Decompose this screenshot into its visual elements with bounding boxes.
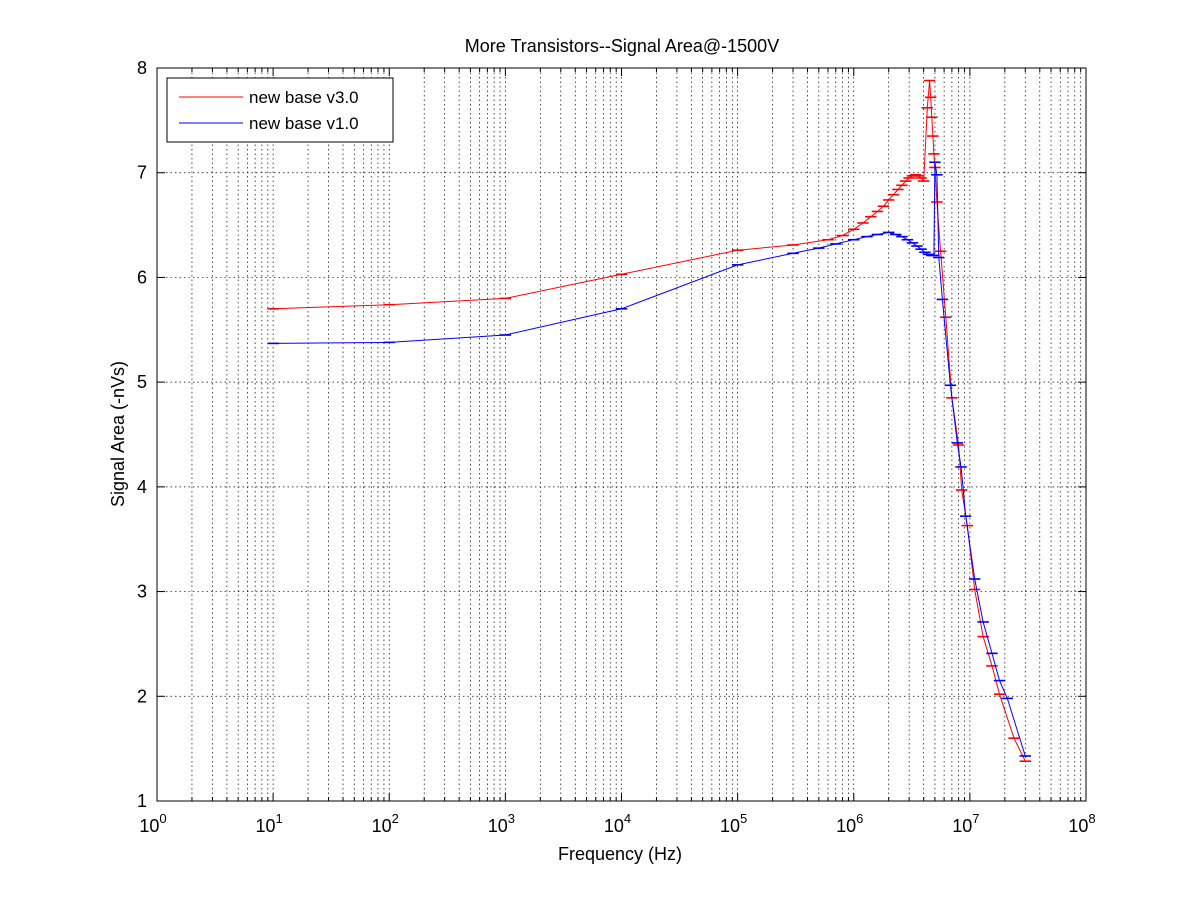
series-layer — [267, 79, 1031, 763]
series-2 — [267, 161, 1031, 757]
y-tick-label: 4 — [137, 477, 147, 497]
legend: new base v3.0 new base v1.0 — [166, 77, 394, 143]
series-1 — [267, 79, 1031, 763]
y-tick-label: 6 — [137, 267, 147, 287]
grid — [157, 68, 1086, 801]
x-tick-label: 101 — [255, 811, 282, 836]
y-tick-labels: 1 2 3 4 5 6 7 8 — [137, 58, 147, 811]
y-tick-label: 1 — [137, 791, 147, 811]
x-tick-label: 103 — [488, 811, 515, 836]
y-tick-label: 3 — [137, 582, 147, 602]
x-tick-labels: 100 101 102 103 104 105 106 107 108 — [139, 811, 1095, 836]
x-tick-label: 107 — [952, 811, 979, 836]
plot-area — [157, 68, 1086, 801]
x-tick-label: 102 — [372, 811, 399, 836]
legend-label: new base v3.0 — [249, 88, 359, 107]
y-axis-label: Signal Area (-nVs) — [108, 361, 128, 507]
series-line — [273, 162, 1026, 757]
y-tick-label: 5 — [137, 372, 147, 392]
x-tick-label: 105 — [720, 811, 747, 836]
series-line — [273, 80, 1026, 762]
x-tick-label: 100 — [139, 811, 166, 836]
ticks — [156, 67, 1087, 802]
x-tick-label: 108 — [1068, 811, 1095, 836]
legend-box — [166, 77, 394, 143]
y-tick-label: 2 — [137, 686, 147, 706]
y-tick-label: 8 — [137, 58, 147, 78]
chart-title: More Transistors--Signal Area@-1500V — [465, 36, 779, 56]
x-tick-label: 106 — [836, 811, 863, 836]
legend-label: new base v1.0 — [249, 114, 359, 133]
y-tick-label: 7 — [137, 163, 147, 183]
x-tick-label: 104 — [604, 811, 631, 836]
x-axis-label: Frequency (Hz) — [558, 844, 682, 864]
